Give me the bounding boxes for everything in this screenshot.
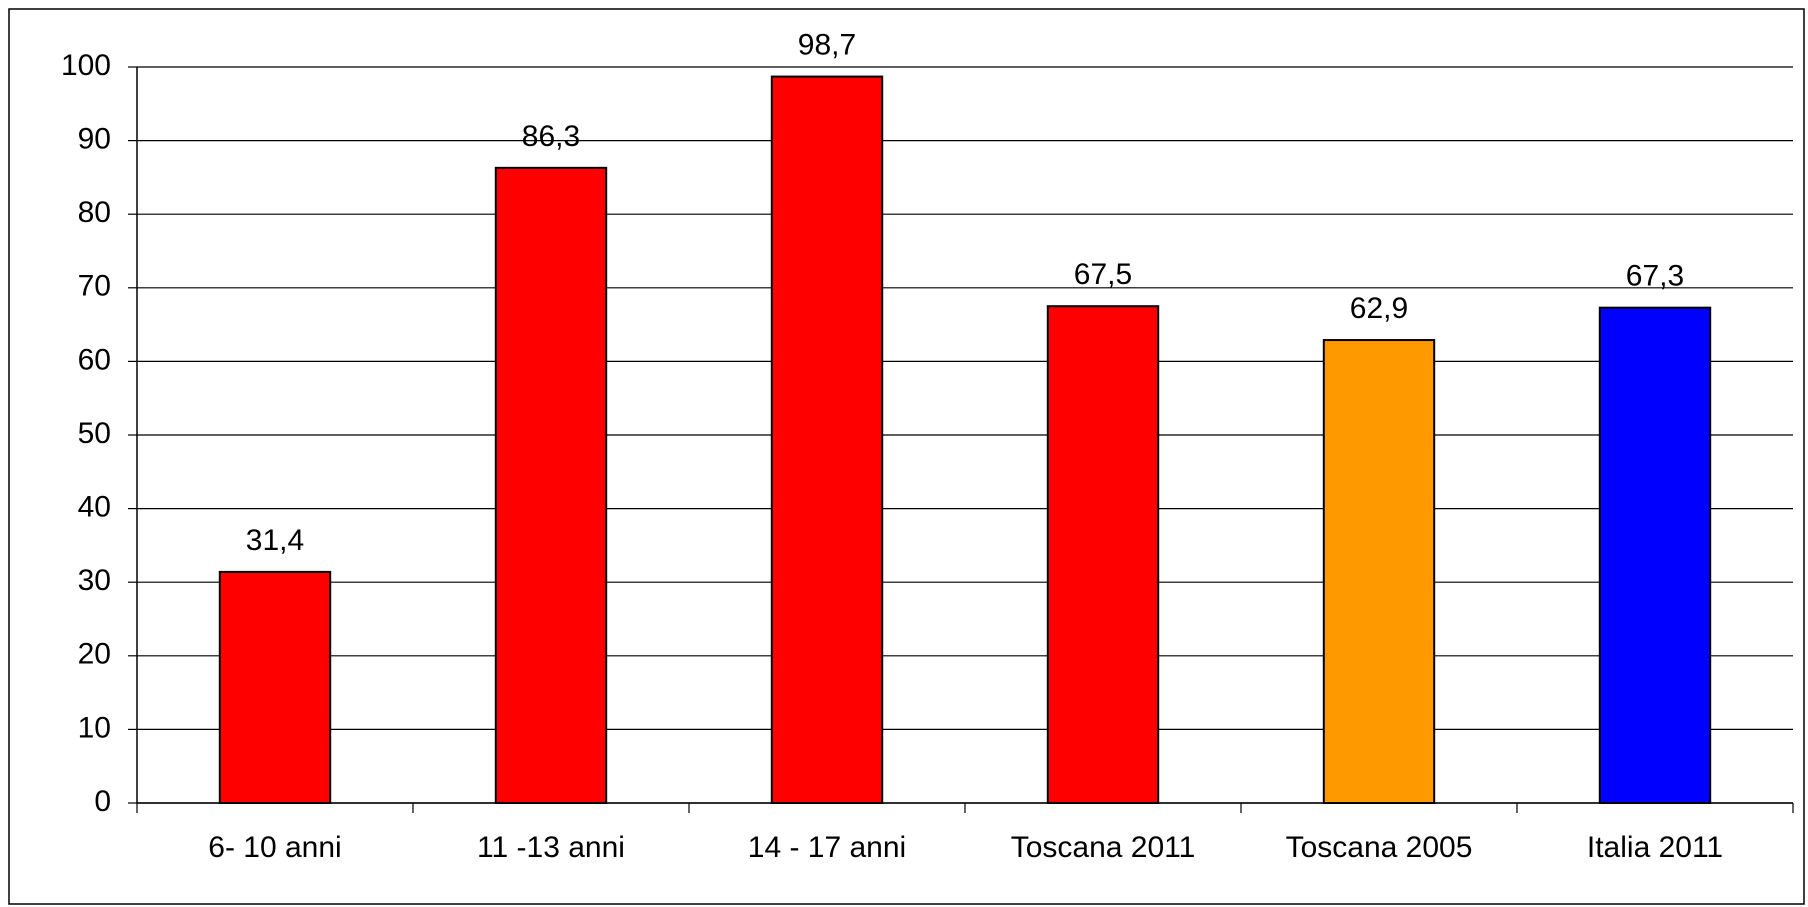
x-tick-label: 11 -13 anni [477,831,625,864]
y-tick-label: 30 [78,564,111,597]
y-tick-label: 70 [78,270,111,303]
y-tick-label: 40 [78,491,111,524]
y-tick-label: 90 [78,123,111,156]
y-tick-label: 0 [94,785,111,818]
chart-border [8,8,1805,905]
x-tick-label: Toscana 2011 [1011,831,1196,864]
data-label: 98,7 [798,28,856,61]
bar [1046,305,1160,804]
bar [494,166,608,805]
y-tick-label: 100 [61,49,111,82]
y-tick-label: 10 [78,711,111,744]
data-label: 67,3 [1626,260,1684,293]
data-label: 86,3 [522,120,580,153]
bar [218,570,332,804]
data-label: 31,4 [246,524,304,557]
y-tick-label: 60 [78,343,111,376]
y-tick-label: 80 [78,196,111,229]
bar [770,75,884,805]
y-tick-label: 50 [78,417,111,450]
x-tick-label: Italia 2011 [1587,831,1723,864]
bar [1598,306,1712,804]
bar [1322,339,1436,804]
x-tick-label: Toscana 2005 [1286,831,1473,864]
x-tick-label: 14 - 17 anni [748,831,906,864]
data-label: 62,9 [1350,292,1408,325]
data-label: 67,5 [1074,258,1132,291]
x-tick-label: 6- 10 anni [208,831,341,864]
y-tick-label: 20 [78,638,111,671]
